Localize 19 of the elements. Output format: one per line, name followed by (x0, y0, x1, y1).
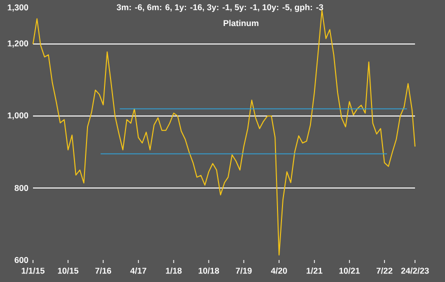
x-tick-label: 10/18 (198, 268, 220, 274)
x-tick-label: 10/21 (339, 268, 360, 274)
text: Platinum (224, 20, 258, 26)
y-tick-label: 1,200 (8, 40, 28, 48)
y-tick-label: 800 (14, 185, 28, 191)
x-tick-label: 1/1/15 (22, 268, 45, 274)
x-tick-label: 24/2/23 (401, 268, 429, 274)
x-tick-label: 7/16 (95, 268, 112, 274)
y-tick-label: 600 (14, 257, 28, 263)
y-tick-label: 1,300 (8, 4, 28, 12)
x-tick-label: 7/22 (376, 268, 392, 274)
x-tick-label: 7/19 (236, 268, 252, 274)
y-tick-label: 1,000 (8, 112, 28, 120)
x-tick-label: 1/18 (166, 268, 182, 274)
chart-subtitle: 3m: -6, 6m: 6, 1y: -16, 3y: -1, 5y: -1, 10y: -5, gph: -3 (116, 4, 324, 12)
x-tick-label: 4/17 (130, 268, 146, 274)
x-tick-label: 1/21 (306, 268, 322, 274)
x-tick-label: 4/20 (270, 268, 287, 274)
x-tick-label: 10/15 (58, 268, 78, 274)
